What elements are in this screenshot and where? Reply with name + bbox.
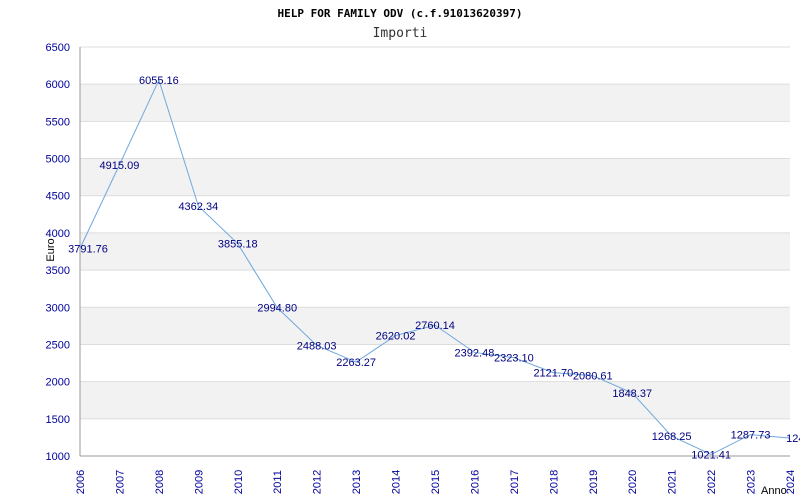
x-tick-label: 2011 xyxy=(272,470,284,494)
x-tick-labels: 2006 2007 2008 2009 2010 2011 2012 2013 2014 2015… xyxy=(75,470,797,494)
data-label: 2488.03 xyxy=(297,340,337,352)
grid-band xyxy=(80,84,790,122)
gridlines xyxy=(80,46,790,457)
x-tick-label: 2010 xyxy=(233,470,245,494)
grid-band xyxy=(80,381,790,419)
grid-band xyxy=(80,121,790,159)
data-label: 3855.18 xyxy=(218,239,258,251)
grid-band xyxy=(80,344,790,382)
y-tick-label: 4000 xyxy=(46,228,70,240)
grid-band xyxy=(80,232,790,271)
data-label: 1268.25 xyxy=(652,431,692,443)
x-tick-label: 2013 xyxy=(351,470,363,494)
y-tick-label: 1500 xyxy=(46,414,70,426)
data-label: 3791.76 xyxy=(68,243,108,255)
y-tick-label: 5500 xyxy=(46,116,70,128)
grid-bands xyxy=(80,47,790,456)
y-tick-labels: 1000 1500 2000 2500 3000 3500 4000 4500 5000 5500… xyxy=(46,42,70,463)
chart-subtitle: Importi xyxy=(373,26,428,41)
x-tick-label: 2016 xyxy=(469,470,481,494)
grid-band xyxy=(80,195,790,233)
grid-band xyxy=(80,270,790,308)
data-label: 2620.02 xyxy=(376,331,416,343)
x-tick-label: 2012 xyxy=(312,470,324,494)
x-tick-label: 2019 xyxy=(588,470,600,494)
data-label: 2760.14 xyxy=(415,320,455,332)
grid-band xyxy=(80,47,790,85)
y-axis-label: Euro xyxy=(45,238,57,261)
x-tick-label: 2007 xyxy=(114,470,126,494)
x-tick-label: 2022 xyxy=(706,470,718,494)
x-tick-label: 2024 xyxy=(785,470,797,494)
grid-band xyxy=(80,158,790,196)
x-tick-label: 2014 xyxy=(391,470,403,494)
series-line xyxy=(79,78,791,455)
data-labels: 3791.76 4915.09 6055.16 4362.34 3855.18 2994.… xyxy=(68,75,800,461)
data-label: 1021.41 xyxy=(691,449,731,461)
x-tick-label: 2006 xyxy=(75,470,87,494)
x-tick-label: 2020 xyxy=(627,470,639,494)
data-label: 4915.09 xyxy=(100,160,140,172)
x-tick-label: 2015 xyxy=(430,470,442,494)
x-tick-label: 2018 xyxy=(548,470,560,494)
x-tick-label: 2008 xyxy=(154,470,166,494)
x-tick-label: 2021 xyxy=(667,470,679,494)
data-label: 1240.69 xyxy=(786,433,800,445)
grid-band xyxy=(80,307,790,345)
data-label: 2080.61 xyxy=(573,371,613,383)
x-tick-label: 2023 xyxy=(746,470,758,494)
data-label: 2121.70 xyxy=(533,368,573,380)
y-tick-label: 3500 xyxy=(46,265,70,277)
x-tick-label: 2017 xyxy=(509,470,521,494)
x-tick-label: 2009 xyxy=(193,470,205,494)
data-label: 2392.48 xyxy=(455,347,495,359)
data-label: 6055.16 xyxy=(139,75,179,87)
axes xyxy=(79,47,790,457)
grid-band xyxy=(80,418,790,456)
y-tick-label: 1000 xyxy=(46,451,70,463)
chart-title: HELP FOR FAMILY ODV (c.f.91013620397) xyxy=(277,7,522,20)
data-label: 2263.27 xyxy=(336,357,376,369)
y-tick-label: 4500 xyxy=(46,191,70,203)
data-label: 2994.80 xyxy=(257,303,297,315)
y-tick-label: 3000 xyxy=(46,302,70,314)
y-tick-label: 2500 xyxy=(46,339,70,351)
x-axis-label: Anno xyxy=(761,485,787,497)
data-label: 1287.73 xyxy=(731,430,771,442)
data-label: 4362.34 xyxy=(178,201,218,213)
data-label: 2323.10 xyxy=(494,353,534,365)
y-tick-label: 2000 xyxy=(46,377,70,389)
y-tick-label: 6000 xyxy=(46,79,70,91)
data-label: 1848.37 xyxy=(612,388,652,400)
y-tick-label: 6500 xyxy=(46,42,70,54)
y-tick-label: 5000 xyxy=(46,154,70,166)
